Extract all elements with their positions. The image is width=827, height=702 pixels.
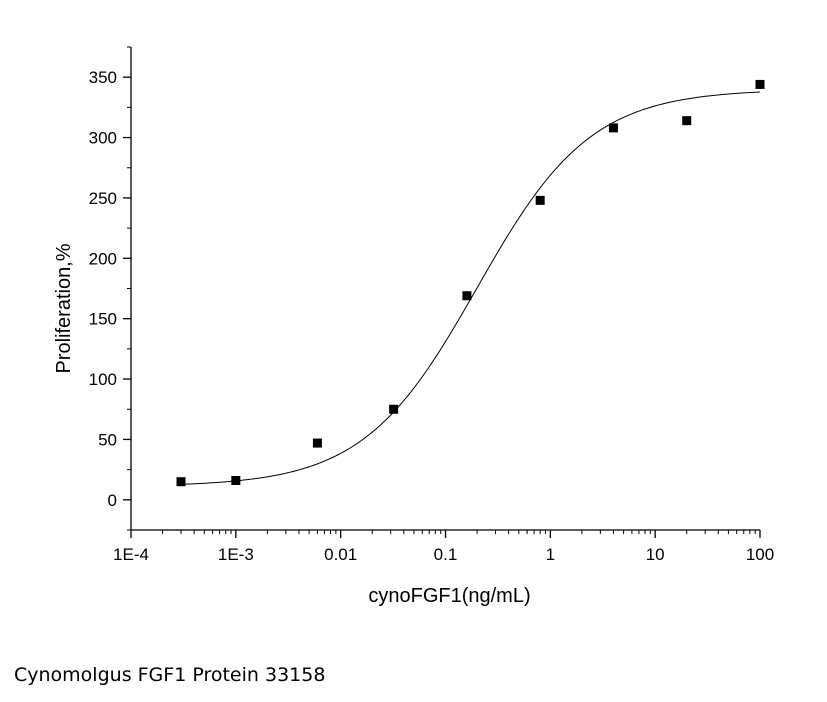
y-ticks: 0 50 100 150 200 250 300 350 xyxy=(89,46,131,531)
data-point xyxy=(608,123,618,133)
y-axis-title: Proliferation,% xyxy=(53,243,75,373)
data-point xyxy=(462,291,472,301)
x-tick-label: 0.1 xyxy=(434,545,458,564)
data-point xyxy=(176,477,186,487)
x-tick-label: 0.01 xyxy=(324,545,357,564)
fit-curve xyxy=(181,91,761,485)
x-ticks: 1E-4 1E-3 0.01 0.1 1 10 100 xyxy=(113,530,774,564)
y-tick-label: 50 xyxy=(98,430,117,449)
x-tick-label: 100 xyxy=(746,545,774,564)
data-point xyxy=(312,438,322,448)
chart: 1E-4 1E-3 0.01 0.1 1 10 100 0 50 100 150 200 250 300… xyxy=(53,46,774,607)
data-point xyxy=(755,79,765,89)
y-tick-label: 150 xyxy=(89,310,117,329)
y-tick-label: 200 xyxy=(89,249,117,268)
x-tick-label: 1E-4 xyxy=(113,545,149,564)
data-point xyxy=(682,116,692,126)
data-points xyxy=(176,79,765,487)
data-point xyxy=(231,475,241,485)
y-tick-label: 0 xyxy=(108,491,117,510)
y-tick-label: 350 xyxy=(89,68,117,87)
data-point xyxy=(535,195,545,205)
plot-area: 1E-4 1E-3 0.01 0.1 1 10 100 0 50 100 150 200 250 300… xyxy=(89,46,774,564)
figure-caption: Cynomolgus FGF1 Protein 33158 xyxy=(14,664,326,686)
x-tick-label: 1 xyxy=(546,545,555,564)
x-axis-title: cynoFGF1(ng/mL) xyxy=(368,585,530,607)
data-point xyxy=(389,404,399,414)
y-tick-label: 100 xyxy=(89,370,117,389)
y-tick-label: 250 xyxy=(89,189,117,208)
x-tick-label: 1E-3 xyxy=(218,545,254,564)
y-tick-label: 300 xyxy=(89,129,117,148)
x-tick-label: 10 xyxy=(646,545,665,564)
